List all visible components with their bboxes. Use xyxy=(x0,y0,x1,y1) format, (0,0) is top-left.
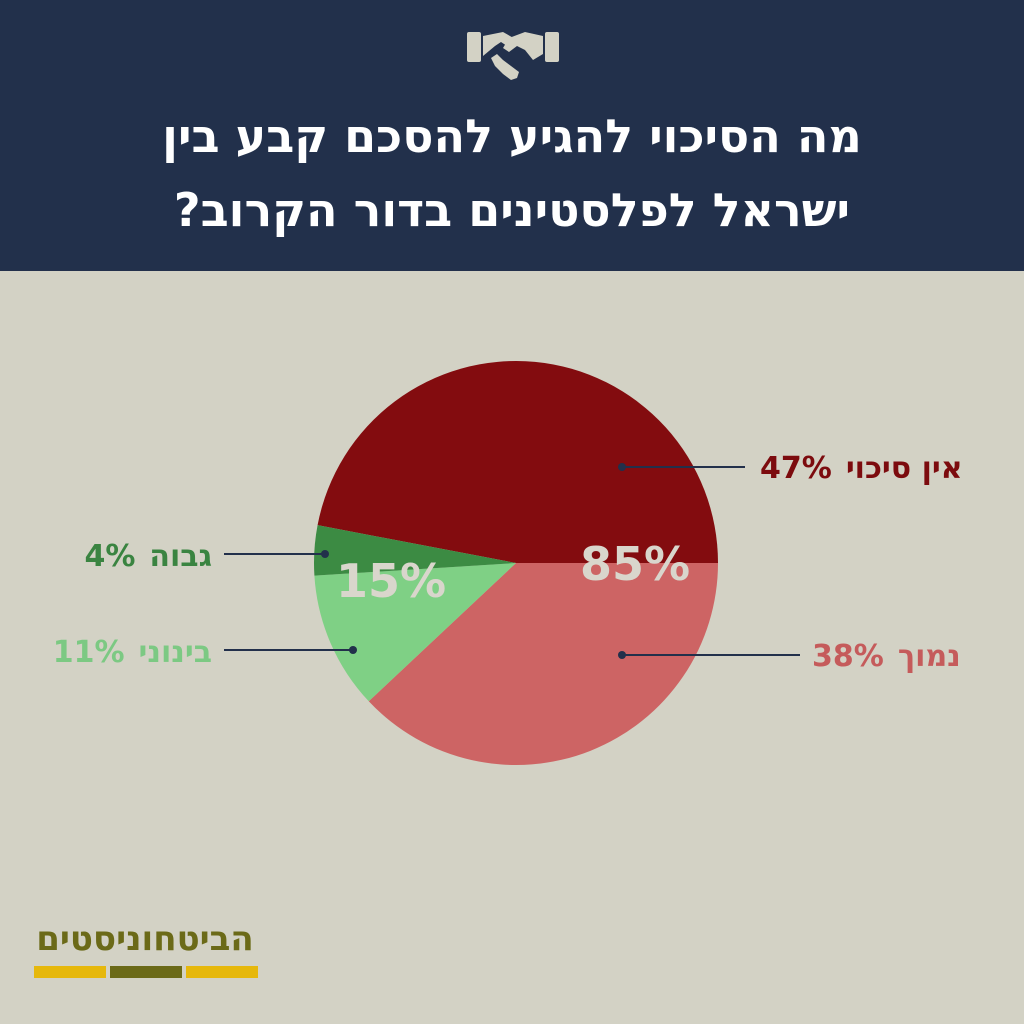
leader-dot-1 xyxy=(618,463,626,471)
header-banner: מה הסיכוי להגיע להסכם קבע בין ישראל לפלס… xyxy=(0,0,1024,271)
slice-category-1: אין סיכוי xyxy=(846,451,963,486)
chart-title-line-2: ישראל לפלסטינים בדור הקרוב? xyxy=(173,183,851,237)
handshake-icon xyxy=(467,32,559,80)
slice-category-2: נמוך xyxy=(898,639,961,674)
slice-value-1: 47% xyxy=(760,451,832,486)
pie-slice-1 xyxy=(317,361,718,563)
slice-label-3: 11% בינוני xyxy=(53,635,212,670)
group-label-1: 85% xyxy=(580,537,690,591)
slice-category-3: בינוני xyxy=(139,635,212,670)
slice-label-2: 38% נמוך xyxy=(812,639,961,674)
leader-dot-3 xyxy=(349,646,357,654)
slice-value-2: 38% xyxy=(812,639,884,674)
slice-value-4: 4% xyxy=(84,539,135,574)
logo-bar-middle xyxy=(110,966,182,978)
pie-slice-2 xyxy=(368,563,718,765)
leader-dot-4 xyxy=(321,550,329,558)
logo-bar-left xyxy=(34,966,106,978)
logo-bar-right xyxy=(186,966,258,978)
slice-value-3: 11% xyxy=(53,635,125,670)
pie-slice-3 xyxy=(314,563,516,702)
brand-logo: הביטחוניסטים xyxy=(36,919,254,959)
slice-label-4: 4% גבוה xyxy=(84,539,212,574)
pie-slice-4 xyxy=(313,525,516,576)
group-label-2: 15% xyxy=(336,554,446,608)
chart-title-line-1: מה הסיכוי להגיע להסכם קבע בין xyxy=(162,109,862,163)
slice-category-4: גבוה xyxy=(149,539,212,574)
leader-dot-2 xyxy=(618,651,626,659)
slice-label-1: 47% אין סיכוי xyxy=(760,451,963,486)
